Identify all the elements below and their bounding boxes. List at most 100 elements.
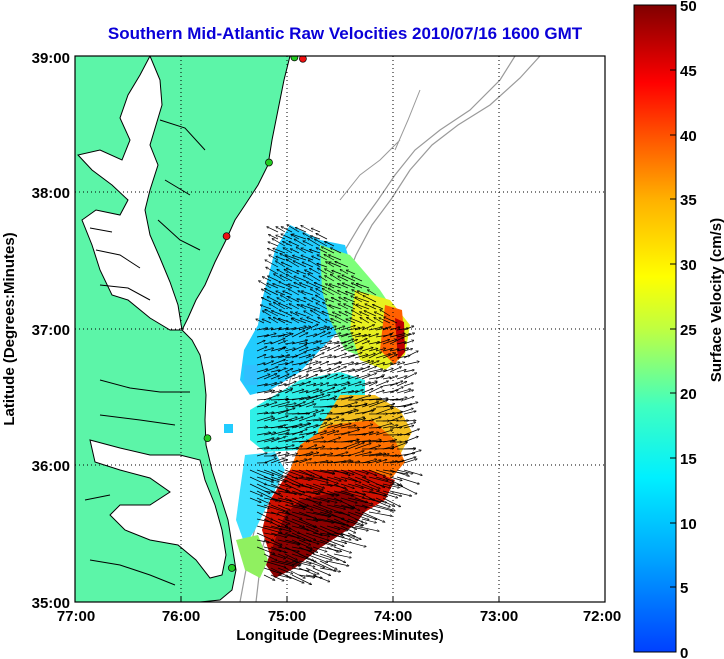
velocity-arrow	[263, 532, 277, 535]
velocity-arrow	[361, 424, 373, 429]
velocity-arrow	[326, 345, 340, 352]
velocity-arrow	[298, 452, 313, 457]
velocity-arrow	[319, 504, 341, 513]
velocity-arrow	[368, 497, 390, 507]
x-tick-label: 76:00	[162, 608, 200, 625]
velocity-arrow	[277, 420, 292, 421]
velocity-arrow	[319, 423, 333, 429]
velocity-arrow	[288, 284, 300, 289]
velocity-arrow	[340, 376, 350, 380]
velocity-arrow	[263, 432, 276, 436]
velocity-arrow	[314, 309, 328, 317]
chart-title: Southern Mid-Atlantic Raw Velocities 201…	[108, 24, 583, 43]
velocity-arrow	[277, 445, 294, 450]
velocity-arrow	[292, 318, 307, 324]
velocity-arrow	[316, 248, 328, 254]
velocity-arrow	[286, 274, 300, 282]
velocity-arrow	[256, 319, 265, 324]
colorbar	[633, 4, 677, 653]
velocity-arrow	[263, 546, 281, 551]
velocity-arrow	[312, 518, 334, 523]
colorbar-tick-label: 40	[680, 128, 697, 145]
velocity-arrow	[263, 356, 273, 359]
chesapeake-bay	[77, 56, 183, 331]
velocity-arrow	[382, 353, 396, 359]
velocity-arrow	[256, 404, 269, 408]
velocity-arrow	[284, 454, 298, 457]
velocity-arrow	[291, 413, 308, 414]
velocity-arrow	[298, 567, 316, 575]
velocity-arrow	[277, 399, 288, 400]
velocity-arrow	[354, 483, 373, 490]
velocity-arrow	[396, 483, 417, 494]
velocity-arrow	[256, 427, 268, 428]
velocity-arrow	[354, 338, 367, 345]
velocity-arrow	[277, 363, 288, 366]
velocity-arrow	[322, 289, 335, 296]
velocity-arrow	[319, 413, 332, 415]
velocity-arrow	[333, 376, 343, 380]
velocity-arrow	[361, 409, 376, 415]
velocity-arrow	[300, 283, 314, 289]
colorbar-tick-label: 45	[680, 63, 697, 80]
velocity-arrow	[291, 397, 310, 401]
velocity-arrow	[283, 241, 293, 247]
velocity-arrow	[347, 410, 358, 415]
velocity-arrow	[354, 518, 367, 524]
velocity-arrow	[302, 291, 314, 296]
velocity-arrow	[368, 483, 380, 489]
velocity-arrow	[284, 424, 302, 429]
velocity-arrow	[319, 383, 329, 387]
velocity-arrow	[374, 312, 384, 317]
velocity-arrow	[249, 476, 267, 485]
velocity-arrow	[382, 425, 398, 429]
velocity-arrow	[396, 469, 413, 474]
velocity-arrow	[396, 422, 416, 429]
velocity-arrow	[306, 282, 321, 289]
velocity-arrow	[277, 511, 290, 514]
coverage-cell-west	[244, 365, 258, 385]
velocity-arrow	[403, 340, 414, 345]
velocity-arrow	[262, 277, 272, 282]
velocity-arrow	[382, 446, 394, 450]
velocity-arrow	[382, 339, 396, 345]
velocity-arrow	[312, 553, 332, 560]
radar-station-marker	[228, 564, 236, 572]
velocity-arrow	[305, 567, 319, 574]
velocity-arrow	[263, 574, 275, 580]
velocity-arrow	[305, 511, 330, 517]
velocity-arrow	[279, 282, 293, 289]
velocity-arrow	[340, 461, 353, 464]
velocity-arrow	[305, 553, 328, 562]
velocity-arrow	[291, 497, 309, 506]
velocity-arrow	[361, 440, 381, 443]
velocity-arrow	[256, 546, 275, 554]
velocity-arrow	[296, 227, 307, 233]
velocity-arrow	[291, 476, 310, 480]
velocity-arrow	[291, 429, 307, 436]
velocity-arrow	[342, 275, 356, 282]
velocity-arrow	[298, 343, 307, 344]
velocity-arrow	[305, 539, 319, 544]
velocity-arrow	[291, 518, 316, 528]
velocity-arrow	[279, 319, 293, 324]
velocity-arrow	[333, 382, 349, 387]
velocity-arrow	[298, 511, 320, 520]
velocity-arrow	[270, 532, 286, 537]
velocity-arrow	[312, 298, 321, 303]
velocity-arrow	[375, 408, 393, 415]
velocity-arrow	[368, 400, 387, 408]
velocity-arrow	[319, 483, 332, 486]
velocity-arrow	[382, 368, 393, 373]
velocity-arrow	[310, 289, 321, 296]
velocity-arrow	[316, 289, 328, 296]
velocity-arrow	[375, 381, 388, 387]
velocity-arrow	[307, 317, 321, 324]
velocity-arrow	[389, 337, 404, 345]
velocity-arrow	[303, 233, 314, 240]
velocity-arrow	[333, 345, 347, 352]
velocity-arrow	[347, 391, 358, 394]
velocity-arrow	[319, 355, 332, 359]
velocity-arrow	[305, 483, 323, 490]
velocity-arrow	[347, 476, 361, 483]
